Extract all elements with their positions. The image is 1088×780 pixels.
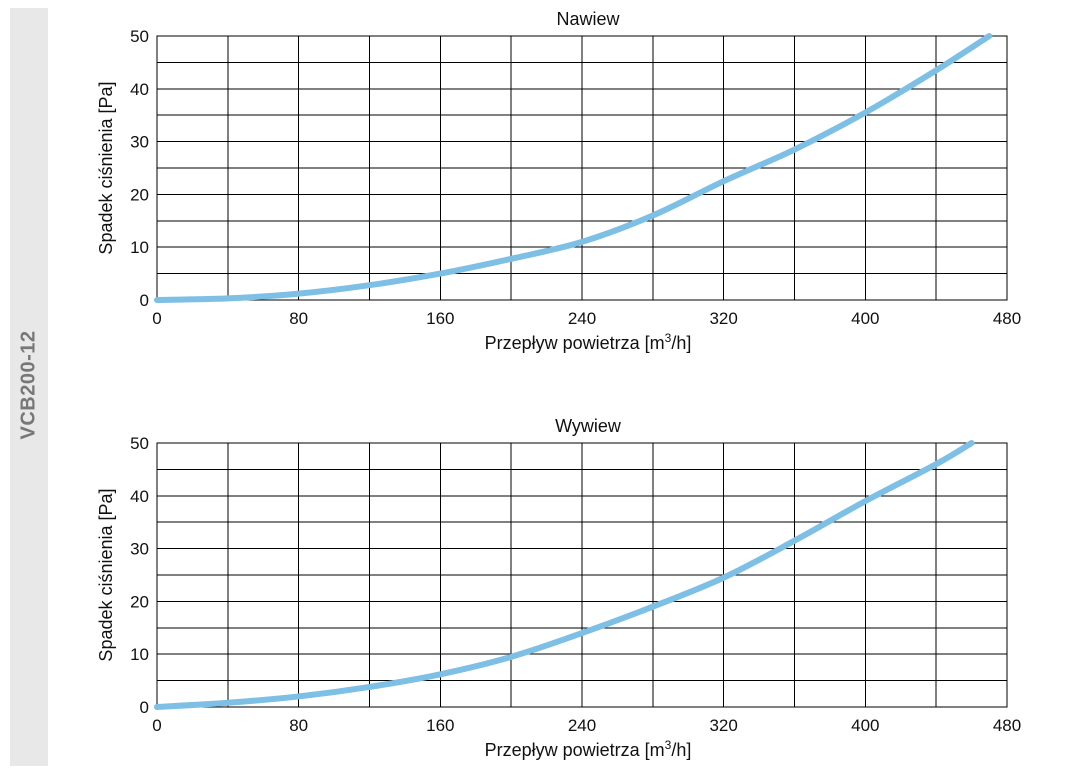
x-axis-label-main: Przepływ powietrza [m (485, 333, 665, 353)
x-axis-label-main: Przepływ powietrza [m (485, 740, 665, 760)
chart-0: 0 80 160 240 320 400 480 0 10 20 30 40 50 Nawiew Przep… (96, 9, 1021, 353)
x-tick-label: 480 (993, 716, 1021, 735)
y-tick-label: 30 (130, 540, 149, 559)
grid (156, 442, 1008, 708)
side-band (10, 8, 48, 766)
y-tick-label: 50 (130, 434, 149, 453)
x-tick-label: 400 (851, 716, 879, 735)
x-tick-label: 240 (568, 309, 596, 328)
x-tick-label: 80 (289, 716, 308, 735)
y-axis-label: Spadek ciśnienia [Pa] (96, 81, 116, 254)
y-tick-label: 40 (130, 487, 149, 506)
x-tick-label: 480 (993, 309, 1021, 328)
x-axis-label-superscript: 3 (665, 738, 672, 752)
x-tick-label: 240 (568, 716, 596, 735)
x-tick-label: 160 (426, 716, 454, 735)
x-axis-label-unit: /h] (671, 740, 691, 760)
y-tick-label: 10 (130, 645, 149, 664)
y-tick-label: 0 (140, 698, 149, 717)
series-line (154, 440, 975, 710)
y-tick-label: 20 (130, 592, 149, 611)
y-axis-label: Spadek ciśnienia [Pa] (96, 488, 116, 661)
y-tick-label: 40 (130, 80, 149, 99)
y-tick-label: 50 (130, 27, 149, 46)
chart-title: Wywiew (555, 416, 622, 436)
x-axis-label-superscript: 3 (665, 331, 672, 345)
x-tick-label: 400 (851, 309, 879, 328)
x-tick-label: 320 (709, 309, 737, 328)
x-axis-label-unit: /h] (671, 333, 691, 353)
x-tick-label: 160 (426, 309, 454, 328)
y-tick-label: 10 (130, 238, 149, 257)
x-tick-label: 0 (152, 309, 161, 328)
y-tick-label: 0 (140, 291, 149, 310)
x-tick-label: 80 (289, 309, 308, 328)
x-axis-label: Przepływ powietrza [m3/h] (485, 738, 692, 760)
plot-frame (156, 35, 1008, 301)
x-tick-label: 0 (152, 716, 161, 735)
y-tick-label: 20 (130, 185, 149, 204)
chart-title: Nawiew (556, 9, 620, 29)
grid (156, 35, 1008, 301)
series-line (154, 33, 993, 303)
x-axis-label: Przepływ powietrza [m3/h] (485, 331, 692, 353)
x-tick-label: 320 (709, 716, 737, 735)
plot-frame (156, 442, 1008, 708)
chart-1: 0 80 160 240 320 400 480 0 10 20 30 40 50 Wywiew Przep… (96, 416, 1021, 760)
y-tick-label: 30 (130, 133, 149, 152)
